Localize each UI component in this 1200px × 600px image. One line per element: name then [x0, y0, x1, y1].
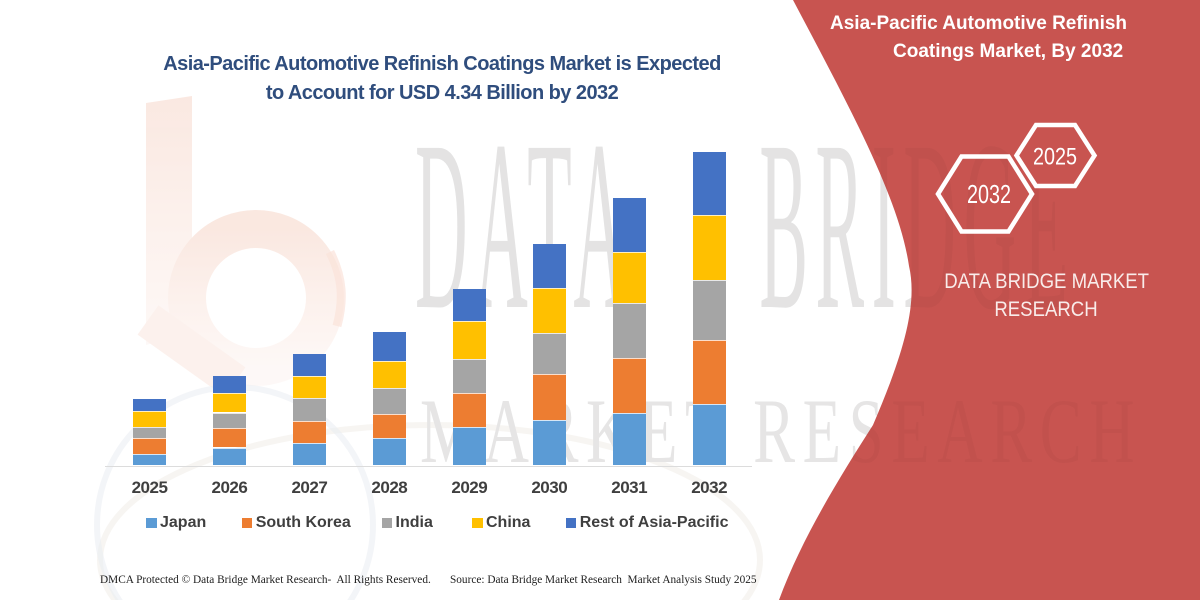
- svg-text:2032: 2032: [967, 179, 1011, 209]
- svg-text:2025: 2025: [1033, 144, 1077, 171]
